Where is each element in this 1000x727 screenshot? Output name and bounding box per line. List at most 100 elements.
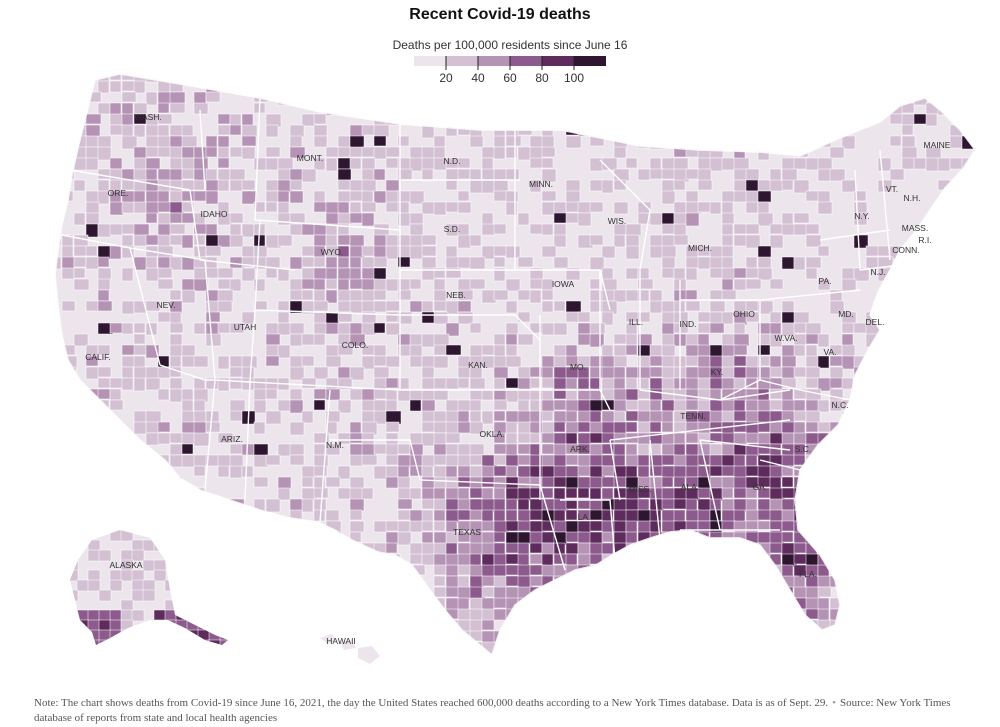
county-cell	[913, 377, 927, 389]
county-cell	[841, 179, 858, 193]
county-cell	[505, 454, 520, 467]
county-cell	[493, 432, 506, 444]
county-cell	[469, 498, 484, 512]
county-cell	[781, 619, 794, 632]
county-cell	[973, 410, 975, 423]
county-cell	[529, 113, 545, 126]
county-cell	[73, 509, 88, 524]
legend-swatch	[574, 56, 606, 66]
county-cell	[865, 487, 880, 501]
county-cell	[361, 410, 376, 424]
county-cell	[277, 311, 290, 324]
county-cell	[553, 586, 569, 600]
county-cell	[805, 157, 820, 171]
county-cell	[87, 539, 101, 552]
county-cell	[313, 113, 327, 125]
county-cell	[120, 629, 134, 642]
county-cell	[781, 454, 795, 467]
county-cell	[949, 432, 966, 445]
county-cell	[937, 487, 952, 500]
county-cell	[745, 377, 758, 389]
county-cell	[973, 91, 975, 106]
county-cell	[661, 212, 675, 225]
county-cell	[829, 531, 842, 546]
county-cell	[169, 179, 184, 193]
county-cell	[565, 344, 578, 358]
county-cell	[829, 102, 843, 117]
county-cell	[649, 113, 665, 128]
state-label-maine: MAINE	[924, 140, 951, 150]
county-cell	[193, 102, 209, 115]
county-cell	[421, 80, 438, 94]
county-cell	[589, 432, 604, 444]
county-cell	[733, 542, 750, 554]
county-cell	[961, 619, 975, 632]
county-cell	[229, 146, 243, 158]
county-cell	[73, 179, 86, 192]
county-cell	[98, 549, 112, 562]
county-cell	[793, 476, 809, 490]
county-cell	[131, 579, 145, 592]
county-cell	[769, 476, 782, 490]
county-cell	[541, 245, 557, 258]
county-cell	[793, 179, 810, 194]
county-cell	[445, 377, 460, 390]
county-cell	[541, 190, 557, 202]
county-cell	[769, 630, 782, 644]
county-cell	[197, 619, 211, 632]
county-cell	[253, 575, 266, 588]
county-cell	[289, 322, 305, 335]
county-cell	[385, 476, 399, 489]
county-cell	[625, 564, 638, 577]
county-cell	[457, 234, 472, 249]
county-cell	[445, 542, 458, 556]
county-cell	[157, 135, 171, 149]
county-cell	[625, 289, 640, 302]
county-cell	[661, 476, 674, 488]
county-cell	[325, 355, 342, 368]
county-cell	[901, 487, 916, 500]
county-cell	[277, 597, 293, 611]
county-cell	[349, 531, 362, 543]
county-cell	[197, 639, 211, 645]
county-cell	[829, 542, 846, 555]
county-cell	[87, 639, 101, 645]
county-cell	[277, 487, 291, 501]
county-cell	[121, 641, 138, 654]
county-cell	[721, 245, 734, 258]
county-cell	[505, 542, 520, 554]
county-cell	[517, 498, 530, 511]
county-cell	[98, 619, 112, 632]
county-cell	[553, 421, 566, 433]
county-cell	[169, 212, 183, 224]
county-cell	[637, 597, 652, 611]
county-cell	[193, 586, 206, 600]
county-cell	[877, 476, 894, 489]
county-cell	[313, 487, 329, 499]
county-cell	[793, 366, 807, 378]
county-cell	[493, 608, 507, 621]
county-cell	[361, 124, 376, 136]
county-cell	[949, 575, 963, 588]
county-cell	[241, 223, 255, 238]
county-cell	[373, 597, 390, 610]
county-cell	[157, 520, 174, 534]
county-cell	[805, 531, 819, 545]
county-cell	[164, 609, 178, 622]
county-cell	[145, 212, 158, 224]
county-cell	[181, 355, 196, 368]
county-cell	[805, 223, 820, 235]
county-cell	[73, 333, 89, 347]
county-cell	[445, 322, 460, 337]
county-cell	[973, 630, 975, 645]
county-cell	[133, 333, 146, 345]
county-cell	[865, 564, 879, 577]
county-cell	[937, 608, 951, 622]
county-cell	[901, 564, 914, 576]
county-cell	[721, 586, 736, 599]
county-cell	[445, 179, 458, 191]
county-cell	[673, 102, 688, 117]
county-cell	[589, 300, 604, 313]
county-cell	[85, 366, 100, 380]
county-cell	[313, 432, 330, 444]
